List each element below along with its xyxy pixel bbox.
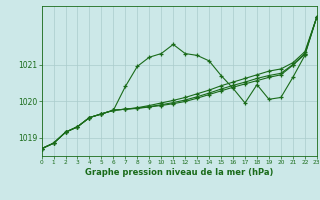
X-axis label: Graphe pression niveau de la mer (hPa): Graphe pression niveau de la mer (hPa) <box>85 168 273 177</box>
